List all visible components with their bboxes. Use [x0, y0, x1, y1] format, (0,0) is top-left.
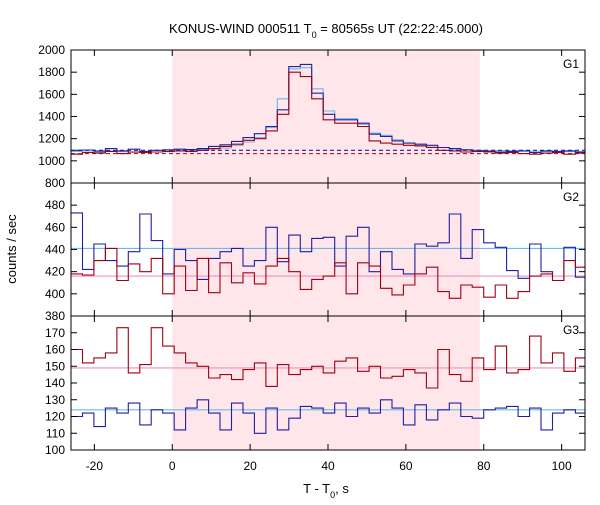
- panel-2-ytick-label: 380: [45, 309, 65, 323]
- panel-3-ytick-label: 130: [45, 393, 65, 407]
- panel-3-series-3: [71, 327, 585, 389]
- panel-1-ytick-label: 1000: [38, 154, 65, 168]
- panel-2-label: G2: [563, 190, 579, 204]
- chart-title: KONUS-WIND 000511 T0 = 80565s UT (22:22:…: [169, 21, 483, 40]
- xtick-label: 0: [169, 459, 176, 473]
- xtick-label: -20: [86, 459, 104, 473]
- xtick-label: 60: [399, 459, 413, 473]
- panel-2-series-3: [71, 212, 585, 282]
- panel-3-ytick-label: 110: [46, 426, 65, 440]
- panel-3-ytick-label: 160: [45, 343, 65, 357]
- xtick-label: 40: [321, 459, 335, 473]
- xtick-label: 100: [552, 459, 572, 473]
- panel-3-ytick-label: 170: [45, 326, 65, 340]
- panel-1-label: G1: [563, 57, 579, 71]
- panel-2-series-4: [71, 247, 585, 299]
- panel-1-ytick-label: 1400: [38, 110, 65, 124]
- panel-2-ytick-label: 420: [45, 265, 65, 279]
- x-axis-title: T - T0, s: [303, 481, 349, 500]
- panel-1-ytick-label: 800: [45, 176, 65, 190]
- panel-3-ytick-label: 100: [45, 443, 65, 457]
- xtick-label: 80: [477, 459, 491, 473]
- xtick-label: 20: [243, 459, 257, 473]
- panel-3-ytick-label: 140: [45, 376, 65, 390]
- panel-1-ytick-label: 1800: [38, 65, 65, 79]
- panel-3-ytick-label: 120: [45, 410, 65, 424]
- panel-3-label: G3: [563, 323, 579, 337]
- panel-1-ytick-label: 1200: [38, 132, 65, 146]
- panel-3-series-4: [71, 399, 585, 434]
- y-axis-title: counts / sec: [4, 214, 19, 284]
- panel-1-ytick-label: 1600: [38, 87, 65, 101]
- panel-1-ytick-label: 2000: [38, 43, 65, 57]
- panel-3-ytick-label: 150: [45, 359, 65, 373]
- shaded-interval: [172, 50, 480, 450]
- panel-2-ytick-label: 440: [45, 243, 65, 257]
- panel-2-ytick-label: 480: [45, 198, 65, 212]
- panel-2-ytick-label: 400: [45, 287, 65, 301]
- panel-2-ytick-label: 460: [45, 220, 65, 234]
